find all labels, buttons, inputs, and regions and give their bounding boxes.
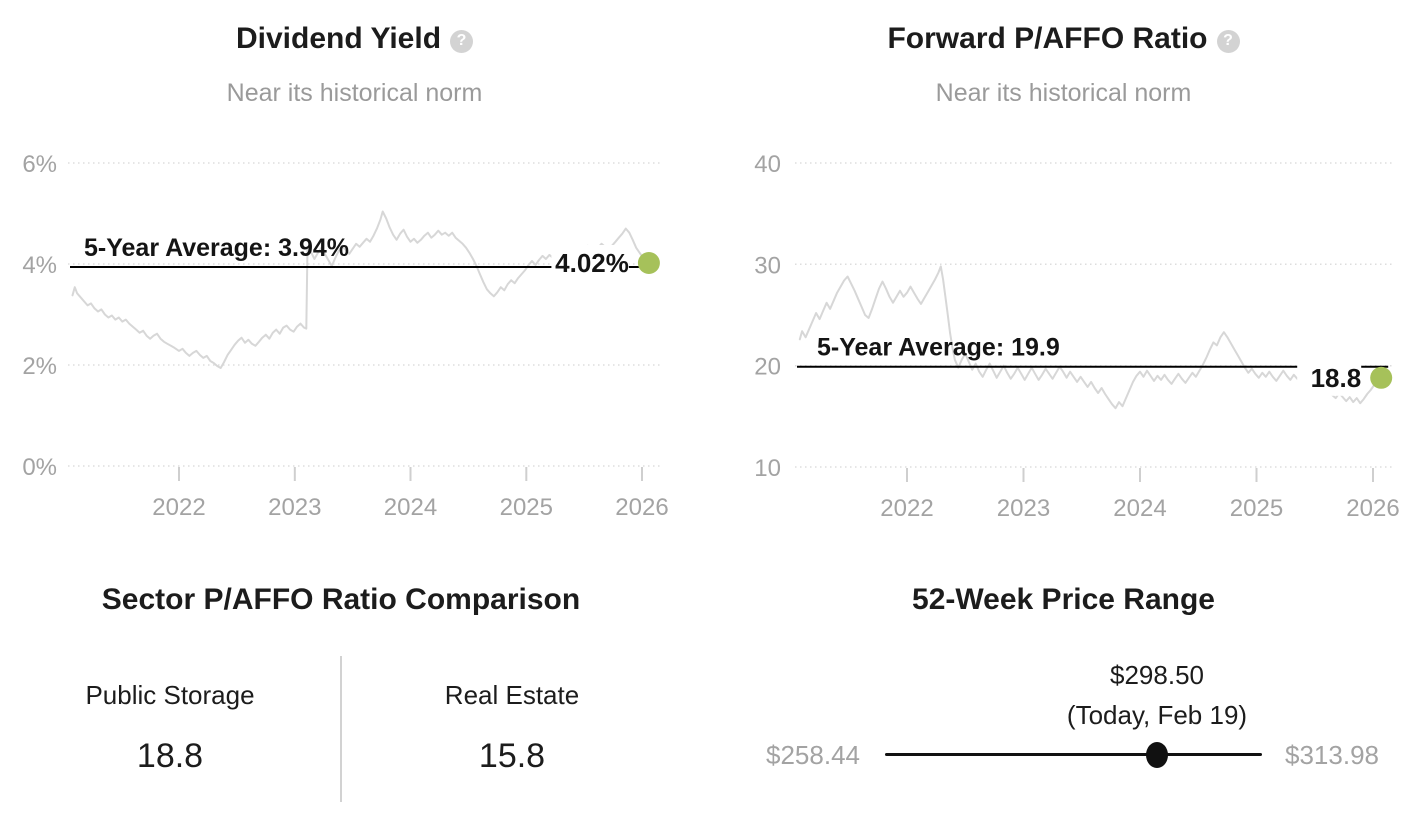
price-range-panel: 52-Week Price Range $298.50 (Today, Feb … [709,540,1418,840]
current-price-label: $298.50 [1110,660,1204,690]
svg-text:2024: 2024 [1113,495,1166,522]
svg-text:2024: 2024 [384,494,437,521]
sector-column-label: Real Estate [444,680,580,710]
range-marker[interactable] [1146,742,1168,768]
svg-text:40: 40 [754,151,781,178]
svg-text:20: 20 [754,354,781,381]
help-icon[interactable]: ? [1216,29,1240,53]
help-icon[interactable]: ? [450,29,474,53]
forward-paffo-panel: 40 30 20 10 2022 2023 2024 2025 2026 5-Year Avera… [709,0,1418,540]
forward-paffo-chart: 40 30 20 10 2022 2023 2024 2025 2026 5-Year Avera… [709,0,1418,540]
chart-subtitle: Near its historical norm [226,79,483,107]
sector-column-company: Public Storage 18.8 [0,656,342,802]
range-low-label: $258.44 [766,740,860,770]
svg-text:0%: 0% [22,454,57,481]
chart-title: Forward P/AFFO Ratio [887,22,1208,55]
svg-text:5-Year Average: 3.94%: 5-Year Average: 3.94% [84,234,349,262]
svg-text:2023: 2023 [997,495,1050,522]
svg-text:10: 10 [754,455,781,482]
svg-text:2%: 2% [22,353,57,380]
bottom-sections-row: Sector P/AFFO Ratio Comparison Public St… [0,540,1418,840]
svg-text:2025: 2025 [1230,495,1283,522]
svg-text:18.8: 18.8 [1311,363,1362,393]
sector-column-sector: Real Estate 15.8 [342,656,682,802]
dividend-yield-chart: 6% 4% 2% 0% 2022 2023 2024 2025 2026 5-Year Avera… [0,0,709,540]
svg-text:30: 30 [754,252,781,279]
svg-text:2026: 2026 [615,494,668,521]
sector-column-value: 18.8 [136,737,204,775]
dividend-yield-panel: 6% 4% 2% 0% 2022 2023 2024 2025 2026 5-Year Avera… [0,0,709,540]
svg-text:2025: 2025 [500,494,553,521]
svg-text:2022: 2022 [880,495,933,522]
chart-subtitle: Near its historical norm [935,79,1192,107]
svg-text:2022: 2022 [152,494,205,521]
sector-comparison-table: Public Storage 18.8 Real Estate 15.8 [0,656,682,802]
svg-text:4.02%: 4.02% [555,248,629,278]
sector-comparison-panel: Sector P/AFFO Ratio Comparison Public St… [0,540,709,840]
price-range-title: 52-Week Price Range [912,583,1215,616]
svg-text:5-Year Average: 19.9: 5-Year Average: 19.9 [817,334,1060,362]
range-track [885,753,1262,756]
chart-title: Dividend Yield [235,22,442,55]
current-price-note: (Today, Feb 19) [1066,700,1248,730]
svg-text:2023: 2023 [268,494,321,521]
sector-column-label: Public Storage [85,680,255,710]
svg-text:2026: 2026 [1346,495,1399,522]
section-title: Sector P/AFFO Ratio Comparison [101,583,581,616]
range-high-label: $313.98 [1285,740,1379,770]
svg-text:4%: 4% [22,252,57,279]
sector-column-value: 15.8 [478,737,546,775]
svg-text:6%: 6% [22,151,57,178]
top-charts-row: 6% 4% 2% 0% 2022 2023 2024 2025 2026 5-Year Avera… [0,0,1418,540]
